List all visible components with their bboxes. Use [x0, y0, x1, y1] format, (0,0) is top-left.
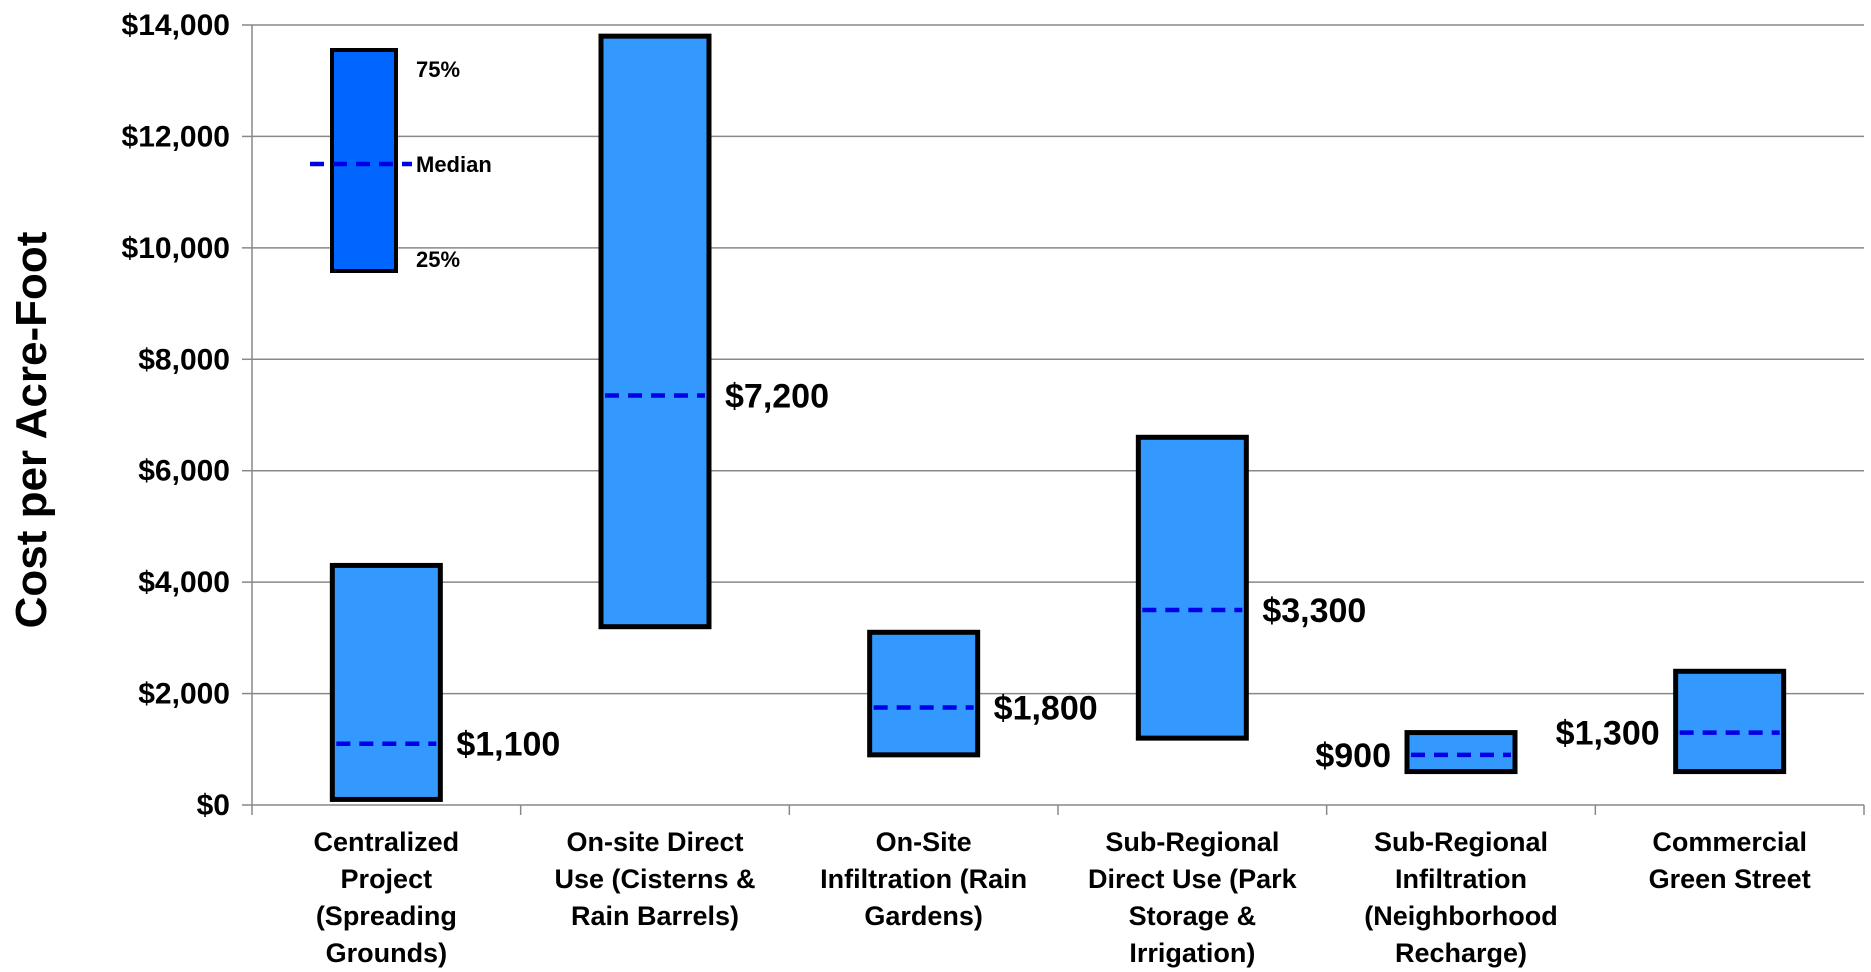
median-value-label: $3,300 — [1262, 592, 1366, 630]
legend-upper-label: 75% — [416, 57, 460, 82]
legend-box — [330, 48, 398, 273]
y-tick-label: $8,000 — [138, 343, 230, 376]
x-category-label: Commercial Green Street — [1649, 827, 1811, 894]
box — [1135, 434, 1249, 741]
x-category-label: On-Site Infiltration (Rain Gardens) — [820, 827, 1027, 931]
median-value-label: $1,100 — [456, 726, 560, 764]
y-tick-label: $14,000 — [122, 9, 230, 42]
x-axis: Centralized Project (Spreading Grounds) On-s… — [251, 804, 1865, 968]
x-category-label: On-site Direct Use (Cisterns & Rain Barrel… — [554, 827, 755, 931]
legend-lower-label: 25% — [416, 247, 460, 272]
y-tick-label: $10,000 — [122, 232, 230, 265]
y-tick-label: $4,000 — [138, 566, 230, 599]
y-axis-title: Cost per Acre-Foot — [7, 231, 56, 628]
grid-lines — [252, 24, 1864, 695]
y-tick-label: $2,000 — [138, 678, 230, 711]
box-series: $1,100 $7,200 $1,800 $3,300 $900 $1,300 — [329, 33, 1787, 802]
y-axis: $0 $2,000 $4,000 $6,000 $8,000 $10,000 $12,000… — [122, 9, 253, 822]
box — [1404, 730, 1518, 775]
box — [329, 562, 443, 802]
y-tick-label: $0 — [197, 789, 230, 822]
legend-median-label: Median — [416, 152, 492, 177]
x-category-label: Sub-Regional Direct Use (Park Storage & Irr… — [1088, 827, 1298, 968]
median-value-label: $900 — [1315, 737, 1391, 775]
box — [1673, 668, 1787, 775]
x-category-label: Sub-Regional Infiltration (Neighborhood Rec… — [1364, 827, 1557, 968]
y-tick-label: $6,000 — [138, 455, 230, 488]
y-tick-label: $12,000 — [122, 120, 230, 153]
x-category-label: Centralized Project (Spreading Grounds) — [314, 827, 460, 968]
median-value-label: $7,200 — [725, 378, 829, 416]
median-value-label: $1,300 — [1556, 715, 1660, 753]
box — [867, 629, 981, 758]
box — [598, 33, 712, 630]
legend: 75% Median 25% — [310, 48, 492, 273]
median-value-label: $1,800 — [994, 690, 1098, 728]
